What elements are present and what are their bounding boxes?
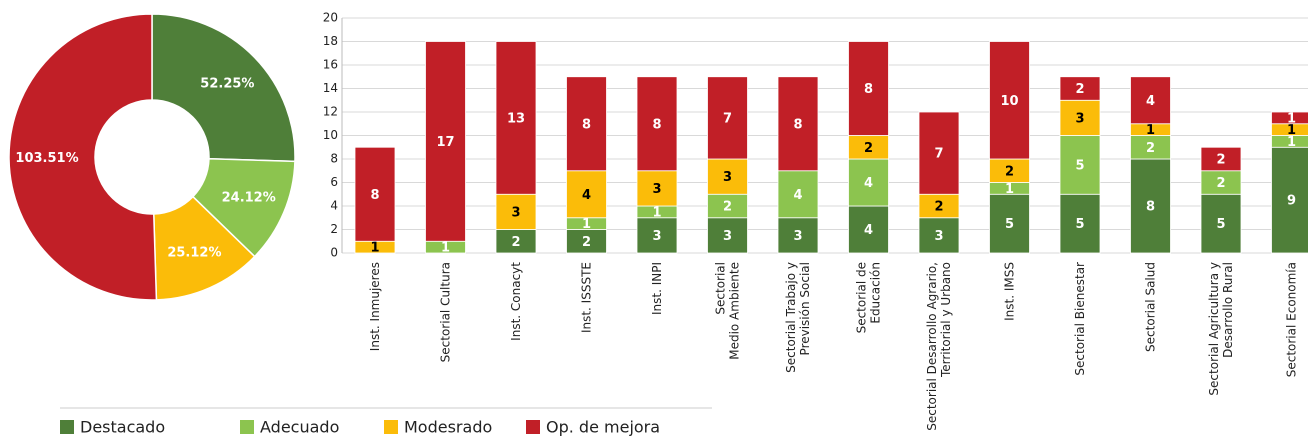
data-label: 10 [1000, 94, 1018, 109]
data-label: 1 [1005, 182, 1014, 197]
data-label: 1 [582, 217, 591, 232]
data-label: 2 [1005, 164, 1014, 179]
data-label: 52.25% [200, 76, 254, 91]
y-tick-label: 10 [323, 128, 338, 142]
y-tick-label: 18 [323, 34, 338, 48]
data-label: 5 [1075, 217, 1084, 232]
y-tick-label: 20 [323, 11, 338, 25]
data-label: 1 [1287, 111, 1296, 126]
data-label: 8 [370, 188, 379, 203]
y-tick-label: 14 [323, 81, 338, 95]
x-tick-label: Sectorial Agricultura yDesarrollo Rural [1207, 262, 1235, 396]
legend-label: Destacado [80, 418, 165, 437]
data-label: 17 [436, 135, 454, 150]
data-label: 2 [511, 235, 520, 250]
x-tick-label: Sectorial Desarrollo Agrario,Territorial… [925, 262, 953, 431]
data-label: 8 [582, 117, 591, 132]
x-tick-label: Sectorial Salud [1143, 262, 1157, 352]
x-tick-label: Sectorial Economía [1284, 262, 1298, 377]
data-label: 4 [1146, 94, 1155, 109]
data-label: 7 [723, 111, 732, 126]
data-label: 8 [793, 117, 802, 132]
y-tick-label: 4 [330, 199, 338, 213]
y-tick-label: 8 [330, 152, 338, 166]
data-label: 1 [652, 205, 661, 220]
data-label: 2 [1216, 153, 1225, 168]
legend-label: Adecuado [260, 418, 339, 437]
data-label: 2 [1216, 176, 1225, 191]
x-tick-label: Inst. Conacyt [509, 262, 523, 341]
y-tick-label: 16 [323, 58, 338, 72]
data-label: 13 [507, 111, 525, 126]
y-tick-label: 12 [323, 105, 338, 119]
data-label: 4 [582, 188, 591, 203]
data-label: 3 [652, 182, 661, 197]
legend-swatch [240, 420, 254, 434]
legend-label: Modesrado [404, 418, 492, 437]
data-label: 2 [582, 235, 591, 250]
legend-label: Op. de mejora [546, 418, 660, 437]
data-label: 3 [793, 229, 802, 244]
legend-swatch [384, 420, 398, 434]
data-label: 5 [1075, 158, 1084, 173]
data-label: 3 [723, 229, 732, 244]
data-label: 1 [1146, 123, 1155, 138]
data-label: 103.51% [15, 151, 78, 166]
data-label: 8 [1146, 200, 1155, 215]
y-tick-label: 2 [330, 222, 338, 236]
x-tick-label: Sectorial deEducación [854, 262, 882, 333]
data-label: 9 [1287, 194, 1296, 209]
y-tick-label: 0 [330, 246, 338, 260]
x-tick-label: Sectorial Bienestar [1073, 262, 1087, 376]
x-tick-label: Inst. Inmujeres [368, 262, 382, 351]
legend-swatch [60, 420, 74, 434]
data-label: 25.12% [167, 246, 221, 261]
data-label: 1 [370, 241, 379, 256]
data-label: 3 [652, 229, 661, 244]
data-label: 3 [934, 229, 943, 244]
data-label: 2 [723, 200, 732, 215]
data-label: 1 [441, 241, 450, 256]
legend-swatch [526, 420, 540, 434]
data-label: 7 [934, 147, 943, 162]
data-label: 2 [1075, 82, 1084, 97]
data-label: 3 [723, 170, 732, 185]
x-tick-label: Inst. ISSSTE [579, 262, 593, 333]
data-label: 3 [511, 205, 520, 220]
data-label: 2 [864, 141, 873, 156]
data-label: 3 [1075, 111, 1084, 126]
data-label: 4 [793, 188, 802, 203]
y-tick-label: 6 [330, 175, 338, 189]
data-label: 2 [934, 200, 943, 215]
data-label: 2 [1146, 141, 1155, 156]
x-tick-label: Inst. INPI [650, 262, 664, 315]
x-tick-label: Sectorial Cultura [438, 262, 452, 362]
data-label: 8 [864, 82, 873, 97]
data-label: 4 [864, 223, 873, 238]
x-tick-label: Inst. IMSS [1002, 262, 1016, 321]
data-label: 5 [1216, 217, 1225, 232]
data-label: 5 [1005, 217, 1014, 232]
data-label: 24.12% [222, 190, 276, 205]
data-label: 4 [864, 176, 873, 191]
x-tick-label: Sectorial Trabajo yPrevisión Social [784, 262, 812, 373]
x-tick-label: SectorialMedio Ambiente [713, 262, 741, 360]
data-label: 8 [652, 117, 661, 132]
